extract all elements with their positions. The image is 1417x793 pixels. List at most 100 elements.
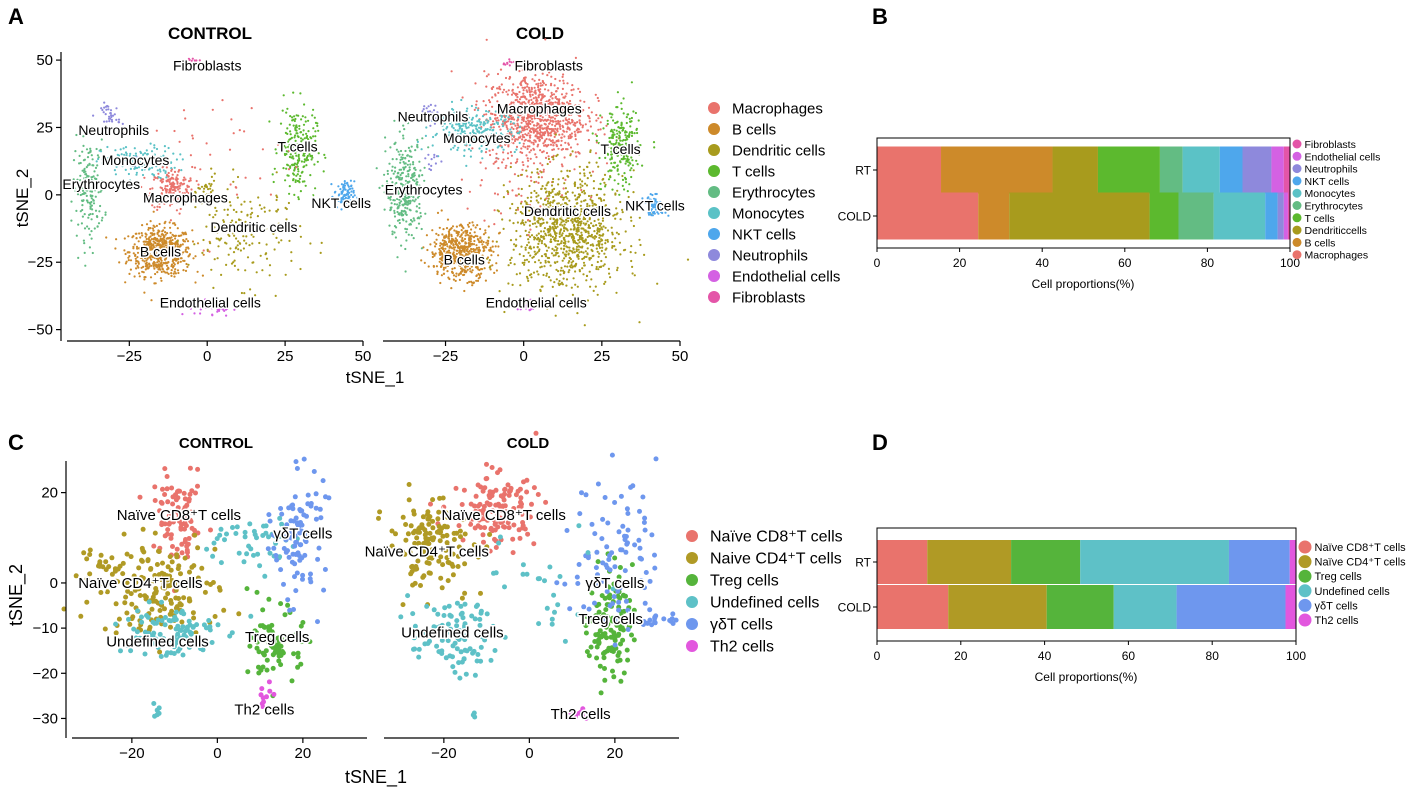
point-macrophages <box>571 84 574 87</box>
point-erythrocytes <box>402 137 405 140</box>
point-dendritic <box>598 252 601 255</box>
point-dendritic <box>599 222 603 225</box>
point-dendritic <box>215 237 218 240</box>
point-b-cells <box>470 271 473 274</box>
point-macrophages <box>193 166 197 169</box>
point-monocytes <box>502 148 505 151</box>
point-dendritic <box>559 273 562 276</box>
point-dendritic <box>613 245 616 248</box>
point-b-cells <box>164 244 167 247</box>
point-dendritic <box>618 241 622 244</box>
point-dendritic <box>557 178 560 181</box>
point-erythrocytes <box>88 178 91 181</box>
point-b-cells <box>164 220 167 223</box>
point-macrophages <box>542 170 545 173</box>
point-dendritic <box>528 246 531 250</box>
point-macrophages <box>540 97 544 100</box>
point-erythrocytes <box>418 160 421 163</box>
point-erythrocytes <box>76 193 80 196</box>
point-dendritic <box>507 282 510 285</box>
point-dendritic <box>194 190 197 193</box>
point-t-cells <box>599 114 602 117</box>
point-macrophages <box>533 124 536 127</box>
point-erythrocytes <box>84 170 87 173</box>
point-dendritic <box>214 206 217 209</box>
point-b-cells <box>143 260 146 263</box>
point-erythrocytes <box>401 153 404 156</box>
point-erythrocytes <box>401 214 404 217</box>
point-dendritic <box>597 165 600 168</box>
point-macrophages <box>189 177 192 180</box>
point-monocytes <box>155 165 158 168</box>
point-b-cells <box>435 242 438 246</box>
point-monocytes <box>179 153 182 156</box>
point-monocytes <box>493 122 496 126</box>
point-b-cells <box>472 282 475 285</box>
point-b-cells <box>187 247 190 250</box>
point-b-cells <box>160 279 163 282</box>
point-macrophages <box>495 152 498 155</box>
point-t-cells <box>311 156 314 159</box>
point-macrophages <box>183 176 186 179</box>
point-nkt <box>339 188 342 191</box>
point-macrophages <box>528 88 531 91</box>
point-b-cells <box>182 238 185 242</box>
point-erythrocytes <box>404 162 407 165</box>
point-b-cells <box>152 224 155 227</box>
point-monocytes <box>129 152 132 155</box>
point-macrophages <box>544 132 547 135</box>
point-neutrophils <box>110 114 113 117</box>
point-erythrocytes <box>427 146 430 149</box>
point-t-cells <box>618 193 621 196</box>
point-t-cells <box>653 146 656 149</box>
point-macrophages <box>541 84 544 87</box>
point-dendritic <box>565 234 568 237</box>
point-dendritic <box>553 187 556 190</box>
point-erythrocytes <box>89 186 92 190</box>
point-monocytes <box>113 169 116 172</box>
point-b-cells <box>489 246 492 249</box>
point-dendritic <box>565 195 568 198</box>
point-b-cells <box>477 246 481 249</box>
point-dendritic <box>577 245 580 248</box>
point-dendritic <box>226 224 229 227</box>
point-erythrocytes <box>386 169 389 173</box>
point-dendritic <box>540 285 543 288</box>
point-dendritic <box>615 231 619 234</box>
point-b-cells <box>463 289 466 293</box>
point-macrophages <box>173 170 177 173</box>
point-dendritic <box>518 253 521 256</box>
point-neutrophils <box>112 129 115 132</box>
point-nkt <box>347 184 350 187</box>
point-erythrocytes <box>94 195 97 198</box>
point-dendritic <box>631 272 634 275</box>
point-erythrocytes <box>419 169 422 172</box>
point-erythrocytes <box>80 222 83 225</box>
point-b-cells <box>167 266 170 269</box>
point-dendritic <box>524 221 527 224</box>
point-macrophages <box>537 181 540 184</box>
point-b-cells <box>145 237 148 241</box>
point-t-cells <box>631 159 634 162</box>
point-monocytes <box>432 135 435 139</box>
point-dendritic <box>488 259 491 262</box>
point-dendritic <box>554 245 557 248</box>
point-erythrocytes <box>85 189 88 192</box>
point-t-cells <box>303 165 306 168</box>
point-b-cells <box>435 232 438 235</box>
point-erythrocytes <box>393 231 396 234</box>
point-t-cells <box>609 169 612 172</box>
point-erythrocytes <box>82 177 86 180</box>
point-b-cells <box>169 237 172 240</box>
point-dendritic <box>558 190 561 193</box>
point-neutrophils <box>113 113 116 116</box>
point-b-cells <box>442 268 445 271</box>
point-dendritic <box>588 270 591 273</box>
point-b-cells <box>150 258 153 261</box>
point-erythrocytes <box>86 201 89 204</box>
point-macrophages <box>556 128 559 132</box>
point-b-cells <box>442 272 446 275</box>
point-dendritic <box>572 260 575 263</box>
point-macrophages <box>482 100 485 103</box>
point-macrophages <box>597 117 600 120</box>
